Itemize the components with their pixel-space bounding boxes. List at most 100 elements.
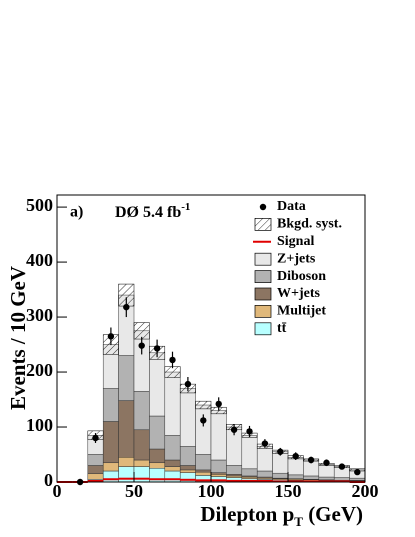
- stack-segment: [210, 459, 227, 473]
- stack-segment: [87, 465, 104, 475]
- syst-band: [133, 322, 150, 340]
- x-axis-label: Dilepton pT (GeV): [200, 502, 363, 529]
- stack-segment: [164, 459, 181, 467]
- legend-label: tt̄: [277, 321, 287, 336]
- legend-label: Z+jets: [277, 251, 316, 266]
- x-tick-label: 200: [352, 481, 379, 501]
- data-point: [261, 440, 269, 447]
- data-point: [92, 434, 99, 442]
- legend-label: W+jets: [277, 286, 321, 301]
- x-tick-label: 50: [125, 481, 143, 501]
- stack-segment: [195, 454, 212, 471]
- data-point: [292, 452, 299, 460]
- stack-segment: [149, 415, 166, 450]
- x-label-main: Dilepton p: [200, 502, 294, 526]
- stack-segment: [226, 465, 243, 475]
- stack-segment: [210, 410, 227, 461]
- stack-segment: [256, 470, 273, 478]
- stack-segment: [318, 464, 335, 478]
- stack-segment: [102, 462, 119, 472]
- experiment-label: DØ 5.4 fb-1: [115, 201, 190, 221]
- x-label-sub: T: [294, 514, 303, 529]
- stack-segment: [333, 477, 350, 481]
- stack-segment: [133, 391, 150, 431]
- stack-segment: [87, 454, 104, 466]
- data-point: [338, 463, 346, 470]
- stack-segment: [164, 371, 181, 436]
- stack-segment: [241, 468, 258, 477]
- legend-marker: [254, 218, 272, 231]
- legend-label: Bkgd. syst.: [277, 217, 342, 232]
- stack-segment: [118, 355, 135, 401]
- data-point: [246, 428, 253, 435]
- stack-segment: [303, 475, 320, 480]
- stack-segment: [210, 474, 227, 477]
- data-point: [277, 448, 284, 455]
- stack-segment: [256, 446, 273, 472]
- stack-segment: [179, 446, 196, 466]
- stack-segment: [164, 470, 181, 483]
- legend-marker: [254, 287, 272, 301]
- stack-segment: [149, 462, 166, 469]
- y-tick-label: 200: [26, 360, 53, 380]
- legend-label: Diboson: [277, 269, 326, 284]
- stack-segment: [164, 435, 181, 461]
- data-point: [107, 333, 115, 340]
- legend: Data Bkgd. syst. Signal Z+jets Diboson W+jets…: [253, 199, 342, 336]
- legend-label: Multijet: [277, 304, 326, 319]
- experiment-sup: -1: [181, 201, 190, 213]
- stack-segment: [133, 429, 150, 461]
- y-tick-label: 500: [26, 195, 53, 215]
- stack-segment: [272, 472, 289, 479]
- stack-segment: [102, 421, 119, 464]
- data-point: [230, 426, 238, 433]
- x-tick-label: 0: [53, 481, 62, 501]
- x-label-unit: (GeV): [303, 502, 363, 526]
- data-point: [307, 456, 315, 464]
- stack-segment: [149, 352, 166, 417]
- data-point: [215, 400, 222, 408]
- panel-label: a): [70, 204, 83, 221]
- data-point: [184, 380, 192, 388]
- stack-segment: [195, 404, 212, 455]
- y-axis-label: Events / 10 GeV: [6, 266, 30, 410]
- plot-area: [57, 283, 366, 486]
- x-tick-label: 150: [275, 481, 302, 501]
- data-point: [354, 468, 361, 476]
- stack-segment: [195, 469, 212, 473]
- data-point: [169, 356, 176, 364]
- x-tick-label: 100: [198, 481, 225, 501]
- legend-marker: [254, 270, 272, 283]
- stack-segment: [133, 459, 150, 467]
- legend-marker: [259, 203, 267, 211]
- legend-marker: [254, 252, 272, 266]
- legend-label: Signal: [277, 234, 314, 249]
- stack-segment: [195, 471, 212, 476]
- stack-segment: [149, 448, 166, 464]
- syst-band: [195, 400, 212, 410]
- stack-segment: [287, 474, 304, 479]
- stack-segment: [318, 476, 335, 481]
- stack-segment: [118, 400, 135, 458]
- legend-marker: [254, 322, 272, 336]
- stack-segment: [179, 388, 196, 447]
- data-point: [323, 459, 330, 466]
- experiment-text: DØ 5.4 fb: [115, 204, 181, 221]
- legend-marker: [254, 305, 272, 318]
- data-point: [153, 345, 161, 352]
- stack-segment: [241, 435, 258, 470]
- stack-segment: [164, 466, 181, 472]
- data-point: [138, 342, 145, 349]
- y-tick-label: 300: [26, 305, 53, 325]
- y-tick-label: 0: [44, 470, 53, 490]
- stack-segment: [179, 465, 196, 471]
- stack-segment: [349, 477, 366, 481]
- stack-segment: [179, 469, 196, 473]
- stack-segment: [87, 473, 104, 480]
- data-point: [123, 303, 130, 311]
- y-tick-label: 400: [26, 250, 53, 270]
- data-point: [200, 417, 207, 424]
- stack-segment: [102, 470, 119, 483]
- stack-segment: [102, 388, 119, 422]
